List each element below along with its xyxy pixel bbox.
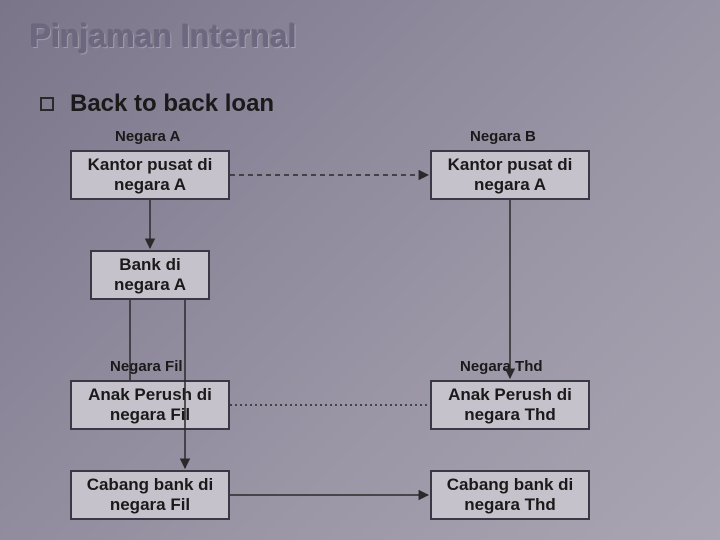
label-negara-a: Negara A <box>115 128 180 145</box>
label-negara-b: Negara B <box>470 128 536 145</box>
subtitle-row: Back to back loan <box>40 90 274 118</box>
box-anak-perush-thd: Anak Perush di negara Thd <box>430 380 590 430</box>
box-kantor-pusat-b: Kantor pusat di negara A <box>430 150 590 200</box>
box-cabang-bank-fil: Cabang bank di negara Fil <box>70 470 230 520</box>
box-cabang-bank-thd: Cabang bank di negara Thd <box>430 470 590 520</box>
box-bank-a: Bank di negara A <box>90 250 210 300</box>
box-anak-perush-fil: Anak Perush di negara Fil <box>70 380 230 430</box>
label-negara-fil: Negara Fil <box>110 358 183 375</box>
subtitle: Back to back loan <box>70 90 274 118</box>
label-negara-thd: Negara Thd <box>460 358 543 375</box>
box-kantor-pusat-a: Kantor pusat di negara A <box>70 150 230 200</box>
bullet-icon <box>40 97 54 111</box>
page-title: Pinjaman Internal <box>30 18 297 55</box>
